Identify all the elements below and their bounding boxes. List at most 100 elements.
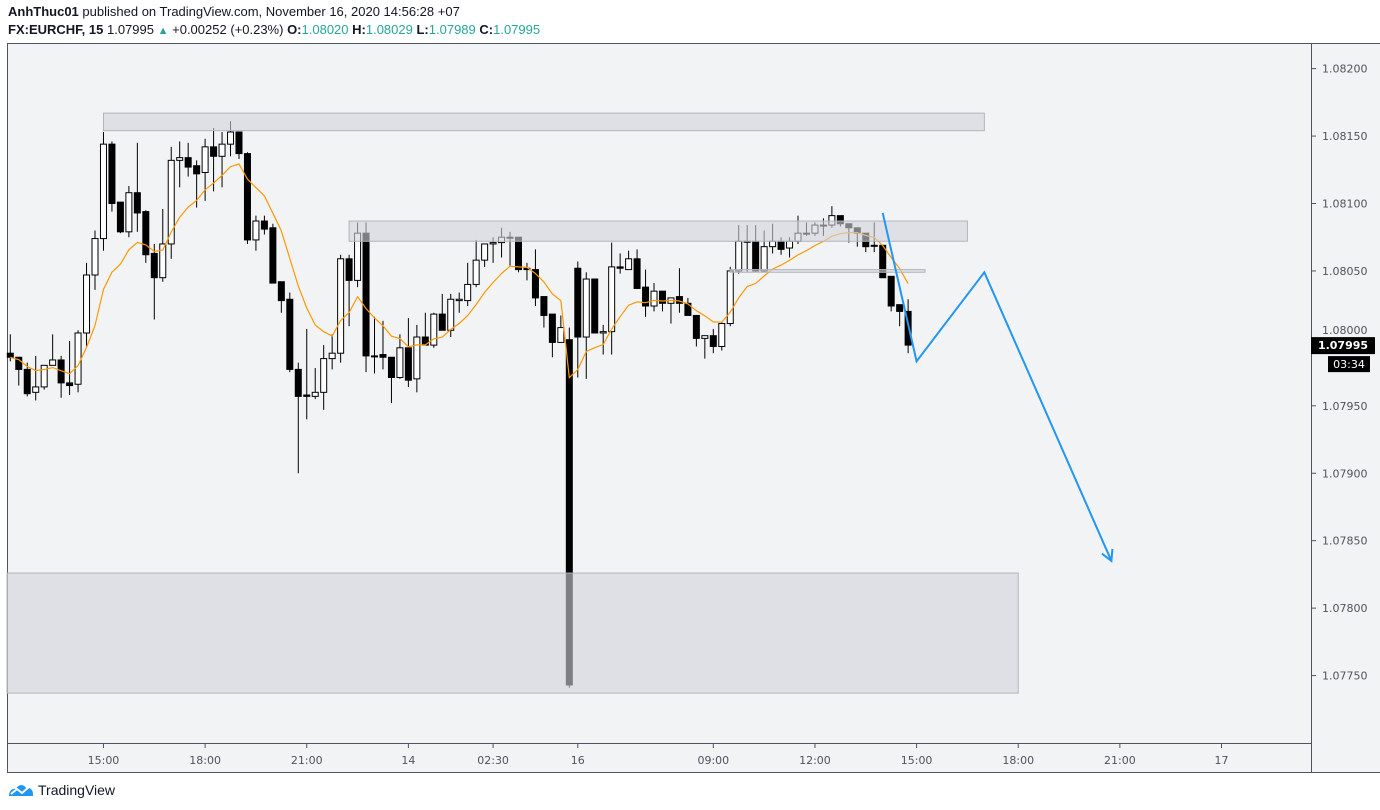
candle-body-bull xyxy=(489,242,497,245)
candle-body-bull xyxy=(125,192,133,233)
published-text: published on TradingView.com, November 1… xyxy=(82,4,460,19)
candle xyxy=(159,208,167,282)
candle xyxy=(328,334,336,370)
zones-layer[interactable] xyxy=(6,112,1019,694)
candle xyxy=(269,223,277,284)
candle-body-bear xyxy=(269,227,277,284)
time-tick-label: 18:00 xyxy=(189,754,221,767)
candle xyxy=(557,315,565,343)
candle-body-bear xyxy=(404,347,412,381)
candle xyxy=(125,185,133,238)
zone-rectangle[interactable] xyxy=(102,112,985,132)
zone-rectangle[interactable] xyxy=(729,269,926,273)
countdown-label: 03:34 xyxy=(1333,358,1365,371)
candle xyxy=(83,262,91,347)
time-tick-label: 12:00 xyxy=(799,754,831,767)
candle-body-bear xyxy=(66,382,74,387)
candle-body-bear xyxy=(379,354,387,358)
candle-body-bull xyxy=(599,331,607,334)
candle-body-bull xyxy=(447,298,455,331)
candle xyxy=(218,132,226,188)
candle xyxy=(311,368,319,400)
time-tick-label: 14 xyxy=(401,754,415,767)
author-name[interactable]: AnhThuc01 xyxy=(8,4,79,19)
candle-body-bull xyxy=(159,243,167,279)
candle-body-bear xyxy=(548,313,556,343)
candle xyxy=(210,127,218,192)
candle-body-bear xyxy=(108,143,116,205)
time-tick-label: 02:30 xyxy=(477,754,509,767)
candle-body-bear xyxy=(574,267,582,338)
candle-body-bear xyxy=(540,296,548,316)
candle xyxy=(396,334,404,379)
candle xyxy=(692,314,700,347)
candle xyxy=(879,244,887,279)
candle xyxy=(371,316,379,374)
candle-body-bear xyxy=(193,165,201,175)
candle xyxy=(574,261,582,378)
candle xyxy=(176,141,184,188)
candle xyxy=(345,254,353,327)
candle-body-bull xyxy=(413,336,421,380)
candle xyxy=(337,254,345,363)
candle-body-bear xyxy=(633,258,641,289)
candle-body-bear xyxy=(286,298,294,370)
candle-body-bear xyxy=(642,286,650,307)
candle xyxy=(540,296,548,328)
candle-body-bear xyxy=(675,296,683,304)
candle-body-bear xyxy=(15,356,23,370)
price-axis[interactable]: 1.08200 1.08150 1.08100 1.08050 1.08000 1.079… xyxy=(1311,63,1368,683)
close-label: C: xyxy=(479,22,494,37)
price-tick-label: 1.07900 xyxy=(1322,467,1368,480)
candle xyxy=(133,142,141,232)
candle-body-bull xyxy=(625,258,633,271)
candle xyxy=(116,201,124,234)
candle-body-bear xyxy=(6,352,14,358)
candle-body-bull xyxy=(455,298,463,302)
candle xyxy=(379,320,387,370)
candle xyxy=(718,322,726,351)
open-value: 1.08020 xyxy=(301,22,349,37)
candle-body-bull xyxy=(328,352,336,360)
footer-brand-text: TradingView xyxy=(38,782,116,798)
candle xyxy=(404,318,412,387)
candle xyxy=(616,253,624,274)
candle xyxy=(887,275,895,312)
candle-body-bull xyxy=(91,238,99,276)
candle-body-bull xyxy=(557,327,565,343)
candle xyxy=(243,152,251,244)
candle-body-bull xyxy=(320,358,328,393)
candle xyxy=(235,131,243,159)
candle-body-bull xyxy=(582,278,590,338)
candle xyxy=(91,230,99,290)
candle-body-bear xyxy=(752,240,760,272)
time-axis[interactable]: 15:00 18:00 21:00 14 02:30 16 09:00 12:00 15:00 1… xyxy=(88,743,1229,767)
candle xyxy=(481,243,489,267)
candle xyxy=(633,249,641,289)
candle-body-bear xyxy=(692,314,700,339)
zone-rectangle[interactable] xyxy=(6,572,1019,694)
candle-body-bear xyxy=(531,269,539,299)
time-tick-label: 15:00 xyxy=(88,754,120,767)
candle-body-bull xyxy=(49,359,57,366)
candle xyxy=(6,334,14,362)
candle-body-bear xyxy=(116,201,124,233)
projection-line[interactable] xyxy=(881,212,1113,562)
candle xyxy=(650,283,658,312)
candle xyxy=(184,142,192,177)
zone-rectangle[interactable] xyxy=(348,220,968,242)
candle-body-bull xyxy=(786,240,794,249)
candle-body-bull xyxy=(735,240,743,272)
candle xyxy=(277,281,285,313)
high-value: 1.08029 xyxy=(365,22,413,37)
candle-body-bull xyxy=(769,240,777,248)
candle-body-bull xyxy=(201,146,209,173)
time-tick-label: 09:00 xyxy=(697,754,729,767)
candle-body-bear xyxy=(235,131,243,155)
projection-drawing[interactable] xyxy=(881,212,1114,563)
footer-brand[interactable]: TradingView xyxy=(8,782,115,798)
price-tick-label: 1.07950 xyxy=(1322,400,1368,413)
candle-body-bear xyxy=(150,252,158,279)
candle xyxy=(15,356,23,386)
